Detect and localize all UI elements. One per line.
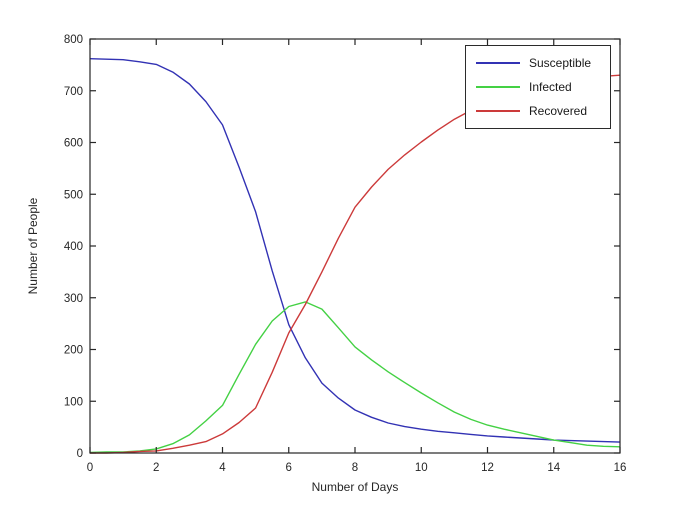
- y-tick-label: 400: [64, 241, 83, 253]
- y-tick-label: 700: [64, 86, 83, 98]
- y-tick-label: 0: [77, 448, 83, 460]
- x-tick-label: 14: [547, 462, 560, 474]
- legend-item-recovered: Recovered: [466, 105, 610, 117]
- y-tick-label: 300: [64, 293, 83, 305]
- y-axis-label: Number of People: [26, 197, 40, 295]
- y-tick-label: 200: [64, 345, 83, 357]
- line-susceptible: [89, 58, 621, 443]
- legend-label-recovered: Recovered: [529, 104, 588, 118]
- legend-item-susceptible: Susceptible: [466, 57, 610, 69]
- y-tick-label: 500: [64, 189, 83, 201]
- y-tick-label: 100: [64, 396, 83, 408]
- x-tick-label: 6: [286, 462, 292, 474]
- y-tick-label: 600: [64, 138, 83, 150]
- x-tick-label: 12: [481, 462, 494, 474]
- x-tick-label: 10: [415, 462, 428, 474]
- x-tick-label: 16: [614, 462, 627, 474]
- legend: Susceptible Infected Recovered: [465, 45, 611, 129]
- x-tick-label: 0: [87, 462, 93, 474]
- susceptible-line-swatch: [476, 62, 520, 64]
- x-axis-ticks: 0 2 4 6 8 10 12 14 16: [87, 39, 627, 474]
- y-tick-label: 800: [64, 34, 83, 46]
- x-tick-label: 4: [219, 462, 226, 474]
- x-tick-label: 2: [153, 462, 159, 474]
- line-recovered: [90, 74, 621, 454]
- line-infected: [89, 301, 621, 454]
- x-axis-label: Number of Days: [311, 480, 399, 494]
- legend-label-susceptible: Susceptible: [529, 56, 592, 70]
- infected-line-swatch: [476, 86, 520, 88]
- y-axis-ticks: 0 100 200 300 400 500 600 700 800: [64, 34, 620, 460]
- recovered-line-swatch: [476, 110, 520, 112]
- x-tick-label: 8: [352, 462, 358, 474]
- legend-label-infected: Infected: [529, 80, 572, 94]
- legend-item-infected: Infected: [466, 81, 610, 93]
